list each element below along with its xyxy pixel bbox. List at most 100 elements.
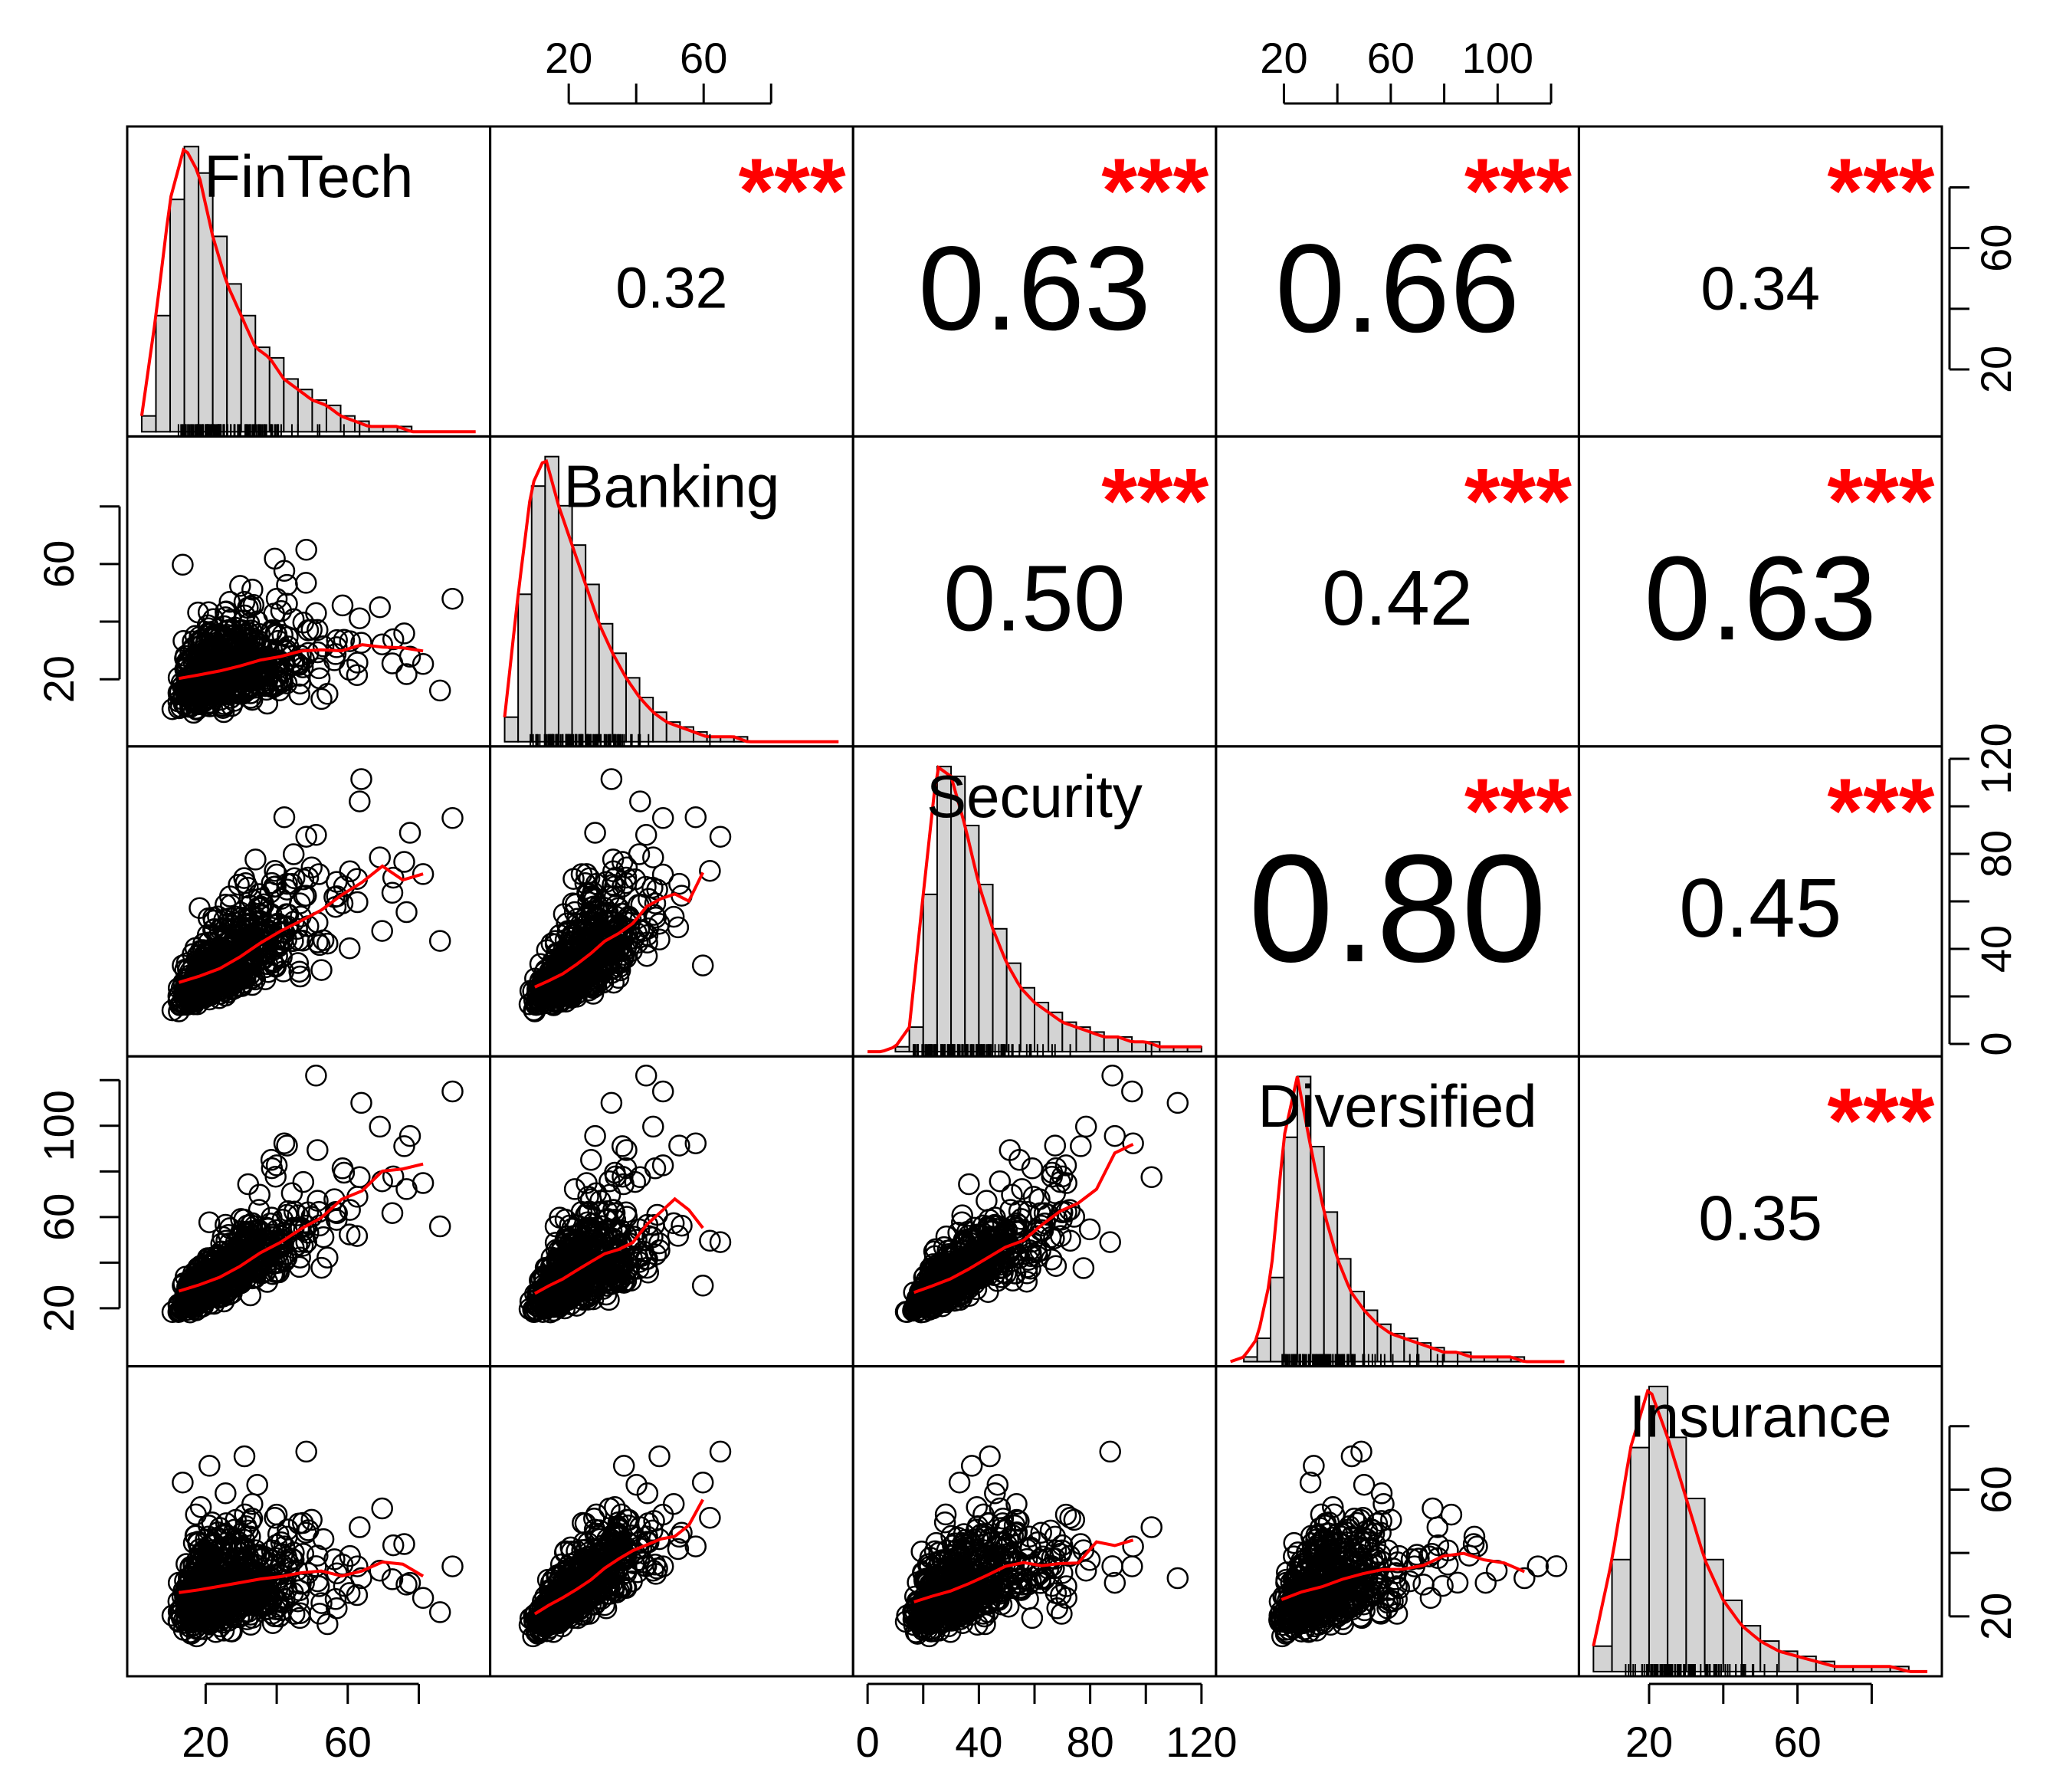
scatter-point <box>393 1135 415 1157</box>
scatter-point <box>310 688 333 711</box>
scatter-point <box>1044 1134 1067 1157</box>
scatter-point <box>625 1229 648 1251</box>
scatter-point <box>172 1471 194 1494</box>
scatter-point <box>412 653 435 675</box>
scatter-point <box>597 909 620 932</box>
scatter-point <box>1051 1201 1074 1224</box>
scatter-point <box>263 875 285 898</box>
histogram-bar <box>183 146 200 433</box>
panel-security-security: Security <box>851 745 1218 1058</box>
scatter-point <box>646 1203 668 1226</box>
scatter-point <box>265 1534 288 1556</box>
scatter-point <box>263 602 285 625</box>
scatter-point <box>1054 1154 1077 1177</box>
scatter-point <box>289 1246 311 1269</box>
scatter-point <box>969 1223 991 1246</box>
scatter-point <box>233 1445 256 1468</box>
scatter-point <box>580 1149 602 1171</box>
scatter-point <box>260 1149 283 1171</box>
scatter-point <box>691 1275 714 1297</box>
scatter-point <box>668 872 690 895</box>
scatter-point <box>579 1216 602 1239</box>
scatter-point <box>310 1592 333 1614</box>
scatter-point <box>684 1132 707 1154</box>
scatter-point <box>604 1208 627 1231</box>
scatter-point <box>237 1173 260 1196</box>
smoother-line <box>913 1143 1134 1295</box>
scatter-point <box>644 892 667 914</box>
scatter-point <box>255 1216 278 1239</box>
scatter-point <box>280 1182 303 1204</box>
scatter-point <box>995 1262 1017 1285</box>
scatter-point <box>213 679 235 701</box>
scatter-point <box>273 1535 296 1557</box>
smoother-line <box>179 643 424 681</box>
scatter-point <box>346 651 369 674</box>
histogram-bar <box>517 593 533 743</box>
scatter-point <box>305 824 327 846</box>
scatter-point <box>395 1178 418 1200</box>
scatter-point <box>559 1283 582 1306</box>
scatter-point <box>598 1170 621 1193</box>
scatter-point <box>398 1124 421 1147</box>
scatter-point <box>602 860 625 883</box>
scatter-point <box>1070 1135 1092 1157</box>
scatter-point <box>239 1214 262 1236</box>
scatter-point <box>307 619 329 642</box>
scatter-point <box>307 1139 329 1161</box>
scatter-point <box>651 1154 674 1177</box>
scatter-point <box>232 1553 254 1575</box>
scatter-point <box>709 825 732 848</box>
smoother-line <box>534 871 704 989</box>
scatter-point <box>441 1555 464 1577</box>
scatter-point <box>310 959 333 981</box>
scatter-point <box>307 863 330 885</box>
scatter-point <box>172 553 194 576</box>
scatter-point <box>323 1548 346 1570</box>
scatter-point <box>1050 1225 1072 1247</box>
histogram-bar <box>894 1045 910 1053</box>
scatter-point <box>942 1283 965 1305</box>
scatter-point <box>239 904 262 926</box>
scatter-point <box>276 1134 298 1157</box>
scatter-point <box>179 688 202 711</box>
scatter-point <box>244 1257 267 1279</box>
scatter-point <box>1063 1206 1086 1228</box>
panel-diversified-banking <box>489 1055 854 1368</box>
scatter-point <box>229 575 251 597</box>
scatter-point <box>312 929 335 951</box>
smoother-line <box>533 1196 704 1295</box>
scatter-point <box>608 1267 631 1290</box>
panel-security-banking <box>489 745 854 1058</box>
density-curve <box>139 147 476 434</box>
scatter-point <box>562 868 585 890</box>
scatter-point <box>577 891 599 914</box>
scatter-point <box>196 1258 219 1281</box>
scatter-point <box>273 560 296 583</box>
histogram-bar <box>1019 986 1036 1053</box>
scatter-point <box>338 658 361 681</box>
scatter-point <box>600 1091 623 1114</box>
scatter-point <box>963 1216 985 1239</box>
histogram-bar <box>530 485 546 743</box>
scatter-point <box>242 1581 264 1603</box>
scatter-point <box>255 1574 278 1597</box>
scatter-point <box>602 848 625 871</box>
scatter-point <box>412 1587 435 1610</box>
scatter-point <box>198 1211 221 1233</box>
scatter-point <box>684 806 707 829</box>
variable-label-banking: Banking <box>563 452 779 520</box>
scatter-point <box>644 906 667 929</box>
scatter-point <box>393 851 415 873</box>
scatter-point <box>643 904 665 926</box>
scatter-point <box>615 1139 638 1161</box>
scatter-point <box>576 1202 598 1224</box>
density-curve <box>1230 1076 1565 1364</box>
scatter-point <box>559 1266 582 1288</box>
scatter-point <box>395 663 418 685</box>
scatter-point <box>276 872 298 895</box>
scatter-point <box>1122 1132 1144 1154</box>
scatter-point <box>553 939 575 962</box>
scatter-point <box>241 973 264 996</box>
panel-security-fintech <box>126 745 492 1058</box>
